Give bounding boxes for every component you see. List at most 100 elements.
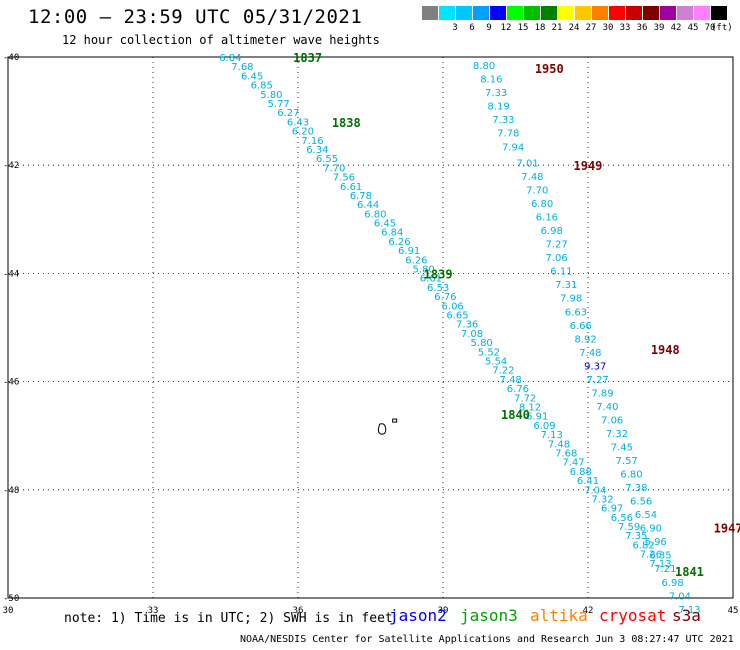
wave-height-value: 8.12 bbox=[519, 402, 541, 413]
wave-height-value: 7.31 bbox=[555, 280, 577, 291]
wave-height-value: 6.91 bbox=[526, 412, 548, 423]
scale-swatch bbox=[524, 6, 540, 20]
satellite-legend-jason3: jason3 bbox=[460, 606, 518, 625]
scale-label: 24 bbox=[568, 23, 580, 33]
scale-label: 15 bbox=[517, 23, 529, 33]
wave-height-value: 7.70 bbox=[526, 186, 548, 197]
wave-height-value: 6.98 bbox=[661, 578, 683, 589]
wave-height-value: 6.11 bbox=[550, 267, 572, 278]
island-outline bbox=[392, 418, 398, 423]
lon-tick-label: 33 bbox=[148, 606, 159, 616]
island-outline bbox=[377, 423, 387, 435]
wave-height-value: 6.97 bbox=[601, 504, 623, 515]
wave-height-value: 7.27 bbox=[545, 240, 567, 251]
wave-height-value: 7.57 bbox=[616, 456, 638, 467]
scale-label: 27 bbox=[585, 23, 597, 33]
wave-height-value: 5.96 bbox=[645, 537, 667, 548]
pass-time-label: 1839 bbox=[424, 267, 453, 281]
pass-time-label: 1948 bbox=[651, 343, 680, 357]
footer-credit: NOAA/NESDIS Center for Satellite Applica… bbox=[240, 634, 734, 645]
pass-time-label: 1947 bbox=[714, 522, 740, 536]
scale-swatch bbox=[541, 6, 557, 20]
lat-tick-label: -40 bbox=[3, 53, 19, 63]
wave-height-value: 6.80 bbox=[531, 199, 553, 210]
wave-height-value: 7.32 bbox=[606, 429, 628, 440]
wave-height-value: 7.01 bbox=[516, 158, 538, 169]
wave-height-value: 7.13 bbox=[541, 430, 563, 441]
wave-height-value: 6.55 bbox=[316, 154, 338, 165]
wave-height-value: 6.88 bbox=[570, 467, 592, 478]
wave-height-value: 6.82 bbox=[632, 540, 654, 551]
wave-height-value: 7.68 bbox=[555, 448, 577, 459]
wave-height-value: 6.20 bbox=[292, 127, 314, 138]
wave-height-value: 7.06 bbox=[545, 253, 567, 264]
wave-height-value: 7.48 bbox=[521, 172, 543, 183]
wave-height-value: 6.45 bbox=[374, 219, 396, 230]
wave-height-value: 5.80 bbox=[260, 90, 282, 101]
pass-time-label: 1840 bbox=[501, 408, 530, 422]
scale-label: 12 bbox=[500, 23, 512, 33]
wave-height-value: 7.36 bbox=[456, 320, 478, 331]
wave-height-value: 8.16 bbox=[480, 75, 502, 86]
scale-swatch bbox=[575, 6, 591, 20]
scale-swatch bbox=[626, 6, 642, 20]
lon-tick-label: 36 bbox=[293, 606, 304, 616]
wave-height-value: 7.33 bbox=[485, 88, 507, 99]
lat-tick-label: -44 bbox=[3, 269, 19, 279]
wave-height-value: 7.98 bbox=[560, 294, 582, 305]
wave-height-value: 7.04 bbox=[669, 591, 691, 602]
scale-label: 21 bbox=[551, 23, 563, 33]
wave-height-value: 6.80 bbox=[364, 209, 386, 220]
wave-height-value: 7.35 bbox=[625, 531, 647, 542]
wave-height-value: 6.53 bbox=[427, 283, 449, 294]
wave-height-value: 7.22 bbox=[492, 366, 514, 377]
wave-height-value: 7.94 bbox=[502, 142, 524, 153]
scale-swatch bbox=[609, 6, 625, 20]
wave-height-value: 6.61 bbox=[340, 182, 362, 193]
wave-height-value: 6.84 bbox=[381, 228, 403, 239]
wave-height-value: 5.54 bbox=[485, 357, 507, 368]
scale-label: 3 bbox=[452, 23, 458, 33]
wave-height-value: 8.92 bbox=[574, 334, 596, 345]
wave-height-value: 7.45 bbox=[611, 443, 633, 454]
wave-height-value: 6.78 bbox=[350, 191, 372, 202]
wave-height-value: 6.85 bbox=[251, 81, 273, 92]
scale-swatch bbox=[422, 6, 438, 20]
wave-height-value: 6.76 bbox=[507, 384, 529, 395]
wave-height-value: 7.56 bbox=[333, 173, 355, 184]
lon-tick-label: 42 bbox=[583, 606, 594, 616]
wave-height-value: 6.65 bbox=[446, 311, 468, 322]
wave-height-value: 5.52 bbox=[478, 347, 500, 358]
lat-tick-label: -42 bbox=[3, 161, 19, 171]
wave-height-value: 9.37 bbox=[584, 361, 606, 372]
wave-height-value: 6.98 bbox=[541, 226, 563, 237]
lon-tick-label: 39 bbox=[438, 606, 449, 616]
scale-label: 33 bbox=[619, 23, 631, 33]
wave-height-value: 6.76 bbox=[434, 292, 456, 303]
wave-height-value: 6.90 bbox=[640, 524, 662, 535]
scale-swatch bbox=[507, 6, 523, 20]
scale-swatch bbox=[694, 6, 710, 20]
wave-height-value: 5.77 bbox=[268, 99, 290, 110]
wave-height-value: 7.48 bbox=[548, 439, 570, 450]
pass-time-label: 1949 bbox=[574, 159, 603, 173]
scale-label: 42 bbox=[670, 23, 682, 33]
scale-unit: (ft) bbox=[711, 23, 733, 33]
scale-swatch bbox=[439, 6, 455, 20]
wave-height-value: 6.91 bbox=[398, 246, 420, 257]
lat-tick-label: -48 bbox=[3, 486, 19, 496]
scale-swatch bbox=[677, 6, 693, 20]
wave-height-value: 6.54 bbox=[635, 510, 657, 521]
wave-height-value: 6.56 bbox=[630, 497, 652, 508]
wave-height-value: 6.06 bbox=[442, 301, 464, 312]
wave-height-value: 6.61 bbox=[420, 274, 442, 285]
wave-height-value: 7.32 bbox=[591, 494, 613, 505]
lon-tick-label: 30 bbox=[3, 606, 14, 616]
wave-height-value: 6.44 bbox=[357, 200, 379, 211]
wave-height-value: 7.13 bbox=[649, 559, 671, 570]
footer-note: note: 1) Time is in UTC; 2) SWH is in fe… bbox=[64, 611, 393, 626]
wave-height-value: 5.80 bbox=[413, 265, 435, 276]
wave-height-value: 7.47 bbox=[562, 458, 584, 469]
wave-height-value: 7.08 bbox=[461, 329, 483, 340]
wave-height-value: 7.21 bbox=[654, 564, 676, 575]
